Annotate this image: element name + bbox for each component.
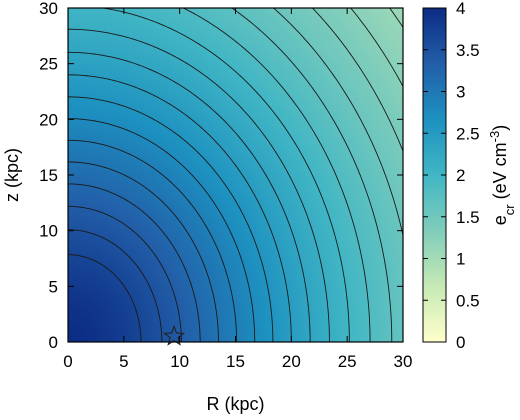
contour-line [68,51,311,342]
y-tick-label: 10 [39,222,58,241]
contour-line [68,118,256,342]
x-tick-label: 15 [226,352,245,371]
contour-line [68,229,163,342]
colorbar-tick-label: 3 [456,83,465,102]
x-tick-label: 10 [170,352,189,371]
y-axis-title: z (kpc) [2,148,22,202]
x-axis: 0 5 10 15 20 25 30 [63,8,412,371]
colorbar-title-close: ) [490,125,510,131]
contour-line [68,205,182,342]
y-tick-label: 5 [49,277,58,296]
contour-line [68,161,219,342]
x-tick-label: 20 [282,352,301,371]
contour-line [311,8,403,153]
sun-star-marker [163,324,186,346]
colorbar-title-sub: cr [502,204,517,216]
markers [163,324,186,346]
contour-line [231,8,393,342]
colorbar-tick-label: 4 [456,0,465,18]
colorbar-tick-label: 1 [456,250,465,269]
colorbar-title-exp: -3 [487,131,502,143]
contour-line [68,74,292,342]
colorbar-tick-label: 3.5 [456,41,480,60]
x-tick-label: 30 [394,352,413,371]
contour-line [68,254,142,342]
y-tick-label: 25 [39,55,58,74]
contour-line [68,28,330,342]
colorbar-tick-label: 1.5 [456,208,480,227]
contour-line [68,139,238,342]
colorbar-tick-label: 0 [456,333,465,352]
colorbar-title-unit: (eV cm [490,142,510,204]
contour-line [99,8,350,342]
x-tick-label: 25 [338,352,357,371]
colorbar-tick-label: 2.5 [456,124,480,143]
contour-line [68,183,201,342]
y-axis: 0 5 10 15 20 25 30 [39,0,403,352]
colorbar-ticks: 0 0.5 1 1.5 2 2.5 3 3.5 4 [423,0,480,352]
colorbar-tick-label: 0.5 [456,291,480,310]
x-axis-title: R (kpc) [207,394,265,414]
colorbar-title-main: e [490,215,510,225]
contour-line [68,96,274,342]
y-tick-label: 20 [39,110,58,129]
contour-line [182,8,371,342]
colorbar-title: ecr (eV cm-3) [487,125,517,225]
y-tick-label: 0 [49,333,58,352]
y-tick-label: 30 [39,0,58,18]
colorbar-tick-label: 2 [456,166,465,185]
contour-lines [68,8,403,342]
x-tick-label: 0 [63,352,72,371]
x-tick-label: 5 [119,352,128,371]
y-tick-label: 15 [39,166,58,185]
